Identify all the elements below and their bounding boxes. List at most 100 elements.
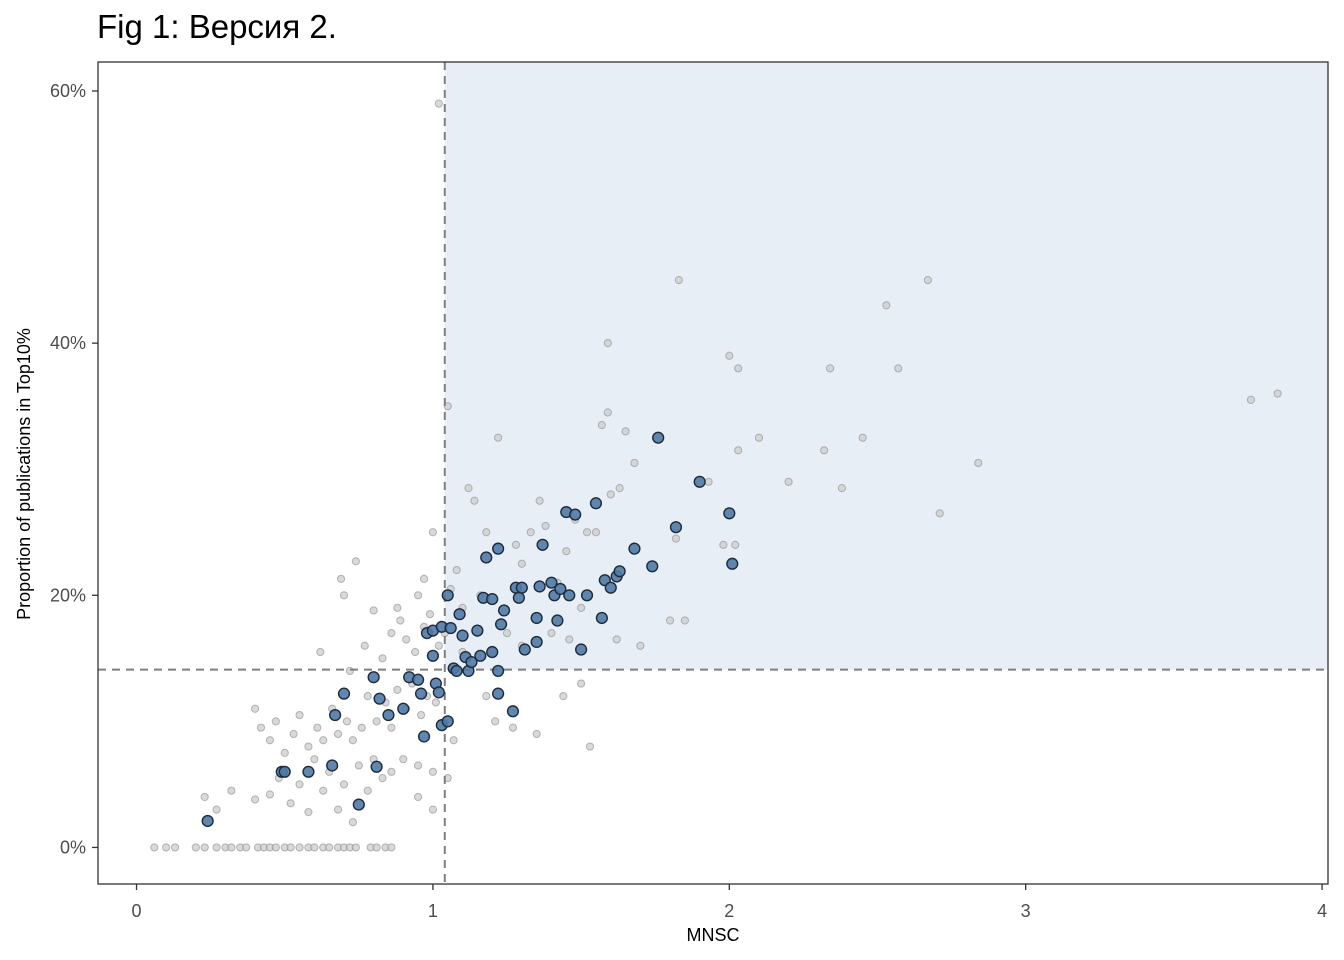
background-point — [464, 484, 473, 493]
x-axis-title: MNSC — [687, 925, 740, 945]
background-point — [674, 276, 684, 285]
highlight-point — [530, 611, 543, 625]
background-point — [482, 692, 491, 701]
highlight-point — [426, 649, 440, 662]
background-point — [286, 799, 295, 808]
highlight-point — [669, 521, 683, 534]
background-point — [378, 654, 387, 663]
background-point — [289, 729, 298, 739]
background-point — [212, 805, 221, 814]
x-tick-label: 4 — [1317, 901, 1327, 921]
background-point — [413, 761, 423, 770]
plot-panel — [98, 62, 1328, 884]
background-point — [482, 528, 491, 537]
background-point — [271, 843, 280, 852]
highlight-point — [575, 643, 588, 656]
background-point — [559, 692, 568, 701]
background-point — [680, 616, 689, 625]
background-point — [170, 843, 180, 852]
background-point — [603, 339, 612, 348]
background-point — [348, 736, 357, 745]
background-point — [615, 484, 624, 493]
highlight-point — [580, 589, 594, 602]
background-point — [734, 364, 743, 373]
highlight-point — [569, 508, 582, 521]
background-point — [333, 729, 343, 739]
background-point — [402, 635, 411, 644]
highlight-point — [563, 589, 576, 602]
background-point — [974, 458, 983, 468]
background-point — [541, 521, 550, 531]
background-point — [295, 710, 304, 720]
background-point — [547, 629, 556, 638]
highlight-point — [302, 765, 315, 778]
background-point — [425, 610, 435, 619]
highlight-point — [397, 702, 410, 715]
axes: 0 1 2 3 40%20%40%60% — [50, 61, 1329, 921]
background-point — [227, 843, 236, 852]
background-point — [319, 736, 328, 745]
highlight-point — [453, 608, 466, 621]
background-point — [399, 755, 408, 764]
background-point — [612, 635, 621, 644]
background-point — [704, 477, 713, 486]
highlight-point — [329, 708, 342, 722]
background-point — [858, 433, 867, 442]
background-point — [894, 364, 903, 373]
background-point — [393, 685, 402, 694]
background-point — [502, 629, 512, 638]
highlight-point — [373, 692, 386, 705]
background-point — [286, 843, 295, 852]
highlight-point — [444, 621, 457, 635]
background-point — [532, 729, 541, 739]
highlight-point — [352, 798, 365, 811]
background-point — [227, 786, 236, 795]
background-point — [428, 528, 438, 537]
background-point — [345, 666, 355, 676]
background-point — [200, 792, 209, 802]
background-point — [517, 559, 526, 568]
highlight-point — [589, 497, 603, 510]
background-point — [784, 477, 793, 486]
panel-border — [97, 61, 1329, 885]
background-point — [606, 490, 615, 499]
background-point — [577, 679, 586, 688]
background-point — [351, 557, 360, 566]
background-point — [603, 408, 612, 417]
background-point — [508, 723, 518, 732]
x-tick-label: 2 — [724, 901, 734, 921]
highlight-point — [450, 664, 463, 678]
highlight-point — [411, 673, 425, 686]
background-point — [585, 742, 595, 751]
background-point — [591, 528, 601, 537]
highlight-point — [646, 560, 659, 573]
background-point — [212, 843, 221, 852]
highlight-point — [518, 643, 531, 656]
highlight-point — [595, 611, 608, 625]
background-point — [413, 792, 423, 802]
background-point — [360, 641, 369, 650]
background-point — [242, 843, 251, 852]
highlight-point — [628, 542, 641, 555]
y-tick-label: 60% — [50, 81, 86, 101]
background-point — [825, 364, 835, 373]
highlight-point — [486, 592, 499, 606]
highlight-point — [604, 581, 617, 594]
highlight-point — [613, 565, 626, 578]
background-point — [411, 647, 420, 657]
background-point — [1246, 395, 1256, 404]
highlight-point — [536, 538, 549, 551]
highlight-point — [441, 715, 454, 728]
highlight-point — [530, 635, 543, 649]
background-point — [191, 843, 200, 852]
background-point — [630, 458, 639, 468]
background-point — [565, 635, 574, 644]
highlight-point — [492, 664, 505, 678]
highlight-point — [465, 656, 478, 669]
background-point — [310, 843, 319, 852]
background-point — [535, 496, 544, 505]
highlight-point — [471, 624, 484, 637]
background-point — [470, 496, 479, 505]
background-point — [393, 603, 402, 612]
